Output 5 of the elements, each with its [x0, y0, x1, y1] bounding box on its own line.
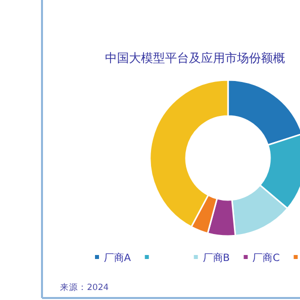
legend-label: 厂商C — [252, 252, 280, 264]
chart-title: 中国大模型平台及应用市场份额概 — [105, 51, 285, 65]
legend-label: 厂商A — [104, 252, 131, 264]
legend-label: 厂商B — [202, 252, 230, 264]
source-note: 来源：2024 — [60, 282, 109, 293]
